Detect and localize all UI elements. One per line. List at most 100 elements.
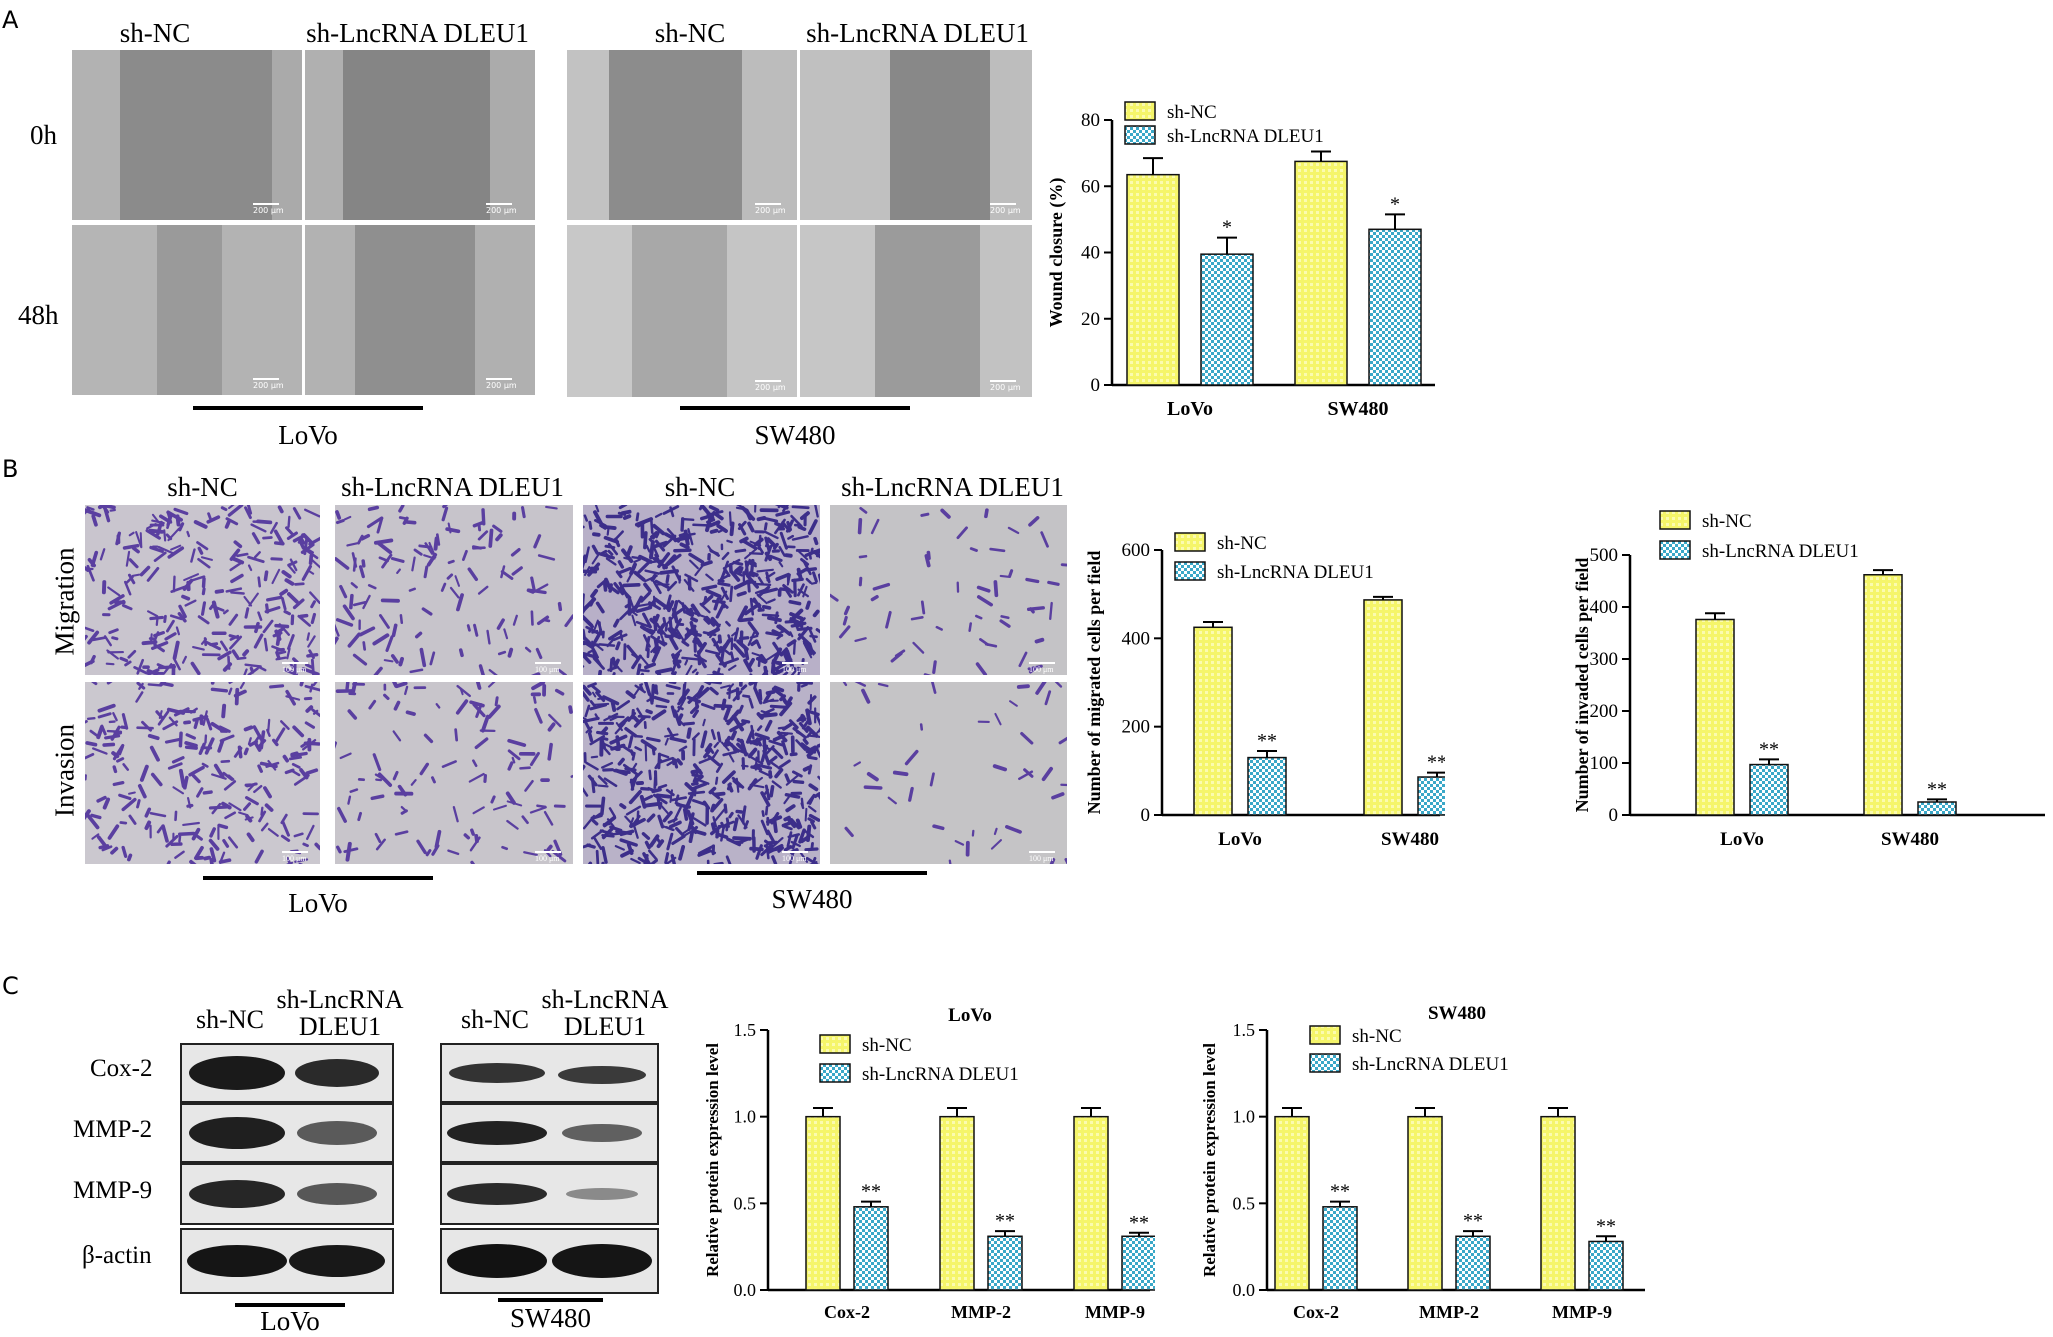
y-tick-label: 0.5 xyxy=(734,1193,757,1213)
bar xyxy=(1323,1207,1357,1290)
significance-marker: ** xyxy=(1759,738,1779,760)
bar xyxy=(1369,229,1421,385)
bar xyxy=(1696,619,1734,815)
a-lovo-group-line xyxy=(193,406,423,410)
legend-swatch xyxy=(1660,511,1690,529)
legend-swatch xyxy=(1310,1026,1340,1044)
c-sw480-group-label: SW480 xyxy=(498,1303,603,1334)
c-lovo-header-shdleu1-line2: DLEU1 xyxy=(270,1012,410,1042)
svg-text:100 μm: 100 μm xyxy=(1029,665,1054,674)
c-sw480-header-shdleu1-line2: DLEU1 xyxy=(535,1012,675,1042)
category-label: LoVo xyxy=(1720,829,1764,850)
panel-c-letter: C xyxy=(2,972,19,1000)
category-label: SW480 xyxy=(1881,829,1939,850)
scale-bar xyxy=(486,378,512,380)
y-tick-label: 40 xyxy=(1081,243,1100,264)
transwell-image-sw480-shnc-migration: 100 μm xyxy=(583,505,820,675)
bar xyxy=(1589,1241,1623,1290)
wound-image-lovo-shdleu1-0h xyxy=(305,50,535,220)
category-label: MMP-2 xyxy=(1419,1302,1479,1322)
y-tick-label: 300 xyxy=(1590,649,1619,670)
c-lovo-header-shdleu1-line1: sh-LncRNA xyxy=(270,985,410,1015)
blot-label-bactin: β-actin xyxy=(82,1242,152,1270)
scale-bar xyxy=(486,203,512,205)
y-axis-label: Number of invaded cells per field xyxy=(1572,558,1592,813)
y-tick-label: 0.0 xyxy=(1233,1280,1256,1300)
a-lovo-header-shnc: sh-NC xyxy=(70,18,240,49)
y-tick-label: 100 xyxy=(1590,753,1619,774)
svg-text:100 μm: 100 μm xyxy=(282,665,307,674)
blot-lovo-mmp2 xyxy=(180,1103,394,1163)
y-tick-label: 1.5 xyxy=(1233,1020,1256,1040)
bar xyxy=(1074,1117,1108,1290)
bar xyxy=(1295,161,1347,385)
y-tick-label: 1.5 xyxy=(734,1020,757,1040)
category-label: MMP-9 xyxy=(1085,1302,1145,1322)
category-label: LoVo xyxy=(1167,398,1213,420)
y-tick-label: 60 xyxy=(1081,176,1100,197)
y-tick-label: 1.0 xyxy=(734,1107,757,1127)
a-sw480-group-label: SW480 xyxy=(680,420,910,451)
scale-label: 200 μm xyxy=(990,383,1021,392)
a-sw480-header-shnc: sh-NC xyxy=(605,18,775,49)
a-sw480-group-line xyxy=(680,406,910,410)
bar xyxy=(1408,1117,1442,1290)
panel-b-letter: B xyxy=(2,455,18,483)
svg-text:100 μm: 100 μm xyxy=(535,665,560,674)
b-row-invasion: Invasion xyxy=(50,721,81,821)
chart-title: LoVo xyxy=(948,1005,992,1026)
wound-image-lovo-shnc-0h xyxy=(72,50,302,220)
significance-marker: ** xyxy=(1330,1181,1350,1203)
transwell-image-sw480-shdleu1-migration: 100 μm xyxy=(830,505,1067,675)
wound-image-sw480-shdleu1-0h xyxy=(800,50,1032,220)
c-sw480-header-shdleu1-line1: sh-LncRNA xyxy=(535,985,675,1015)
bar xyxy=(1864,575,1902,815)
y-tick-label: 0 xyxy=(1141,805,1151,826)
y-axis-label: Number of migrated cells per field xyxy=(1085,551,1104,815)
y-tick-label: 20 xyxy=(1081,309,1100,330)
legend-swatch xyxy=(1660,541,1690,559)
significance-marker: ** xyxy=(1596,1215,1616,1237)
transwell-image-sw480-shnc-invasion: 100 μm xyxy=(583,682,820,864)
bar xyxy=(854,1207,888,1290)
category-label: MMP-2 xyxy=(951,1302,1011,1322)
y-tick-label: 200 xyxy=(1122,717,1151,738)
b-lovo-group-line xyxy=(203,876,433,880)
bar xyxy=(1456,1236,1490,1290)
category-label: Cox-2 xyxy=(824,1302,870,1322)
blot-label-mmp9: MMP-9 xyxy=(73,1177,152,1205)
legend-label: sh-LncRNA DLEU1 xyxy=(1702,541,1859,562)
scale-bar xyxy=(990,203,1016,205)
chart-title: SW480 xyxy=(1428,1003,1486,1024)
legend-label: sh-NC xyxy=(1167,102,1217,123)
b-lovo-group-label: LoVo xyxy=(203,888,433,919)
b-header-lovo-shnc: sh-NC xyxy=(85,472,320,503)
scale-bar xyxy=(253,378,279,380)
y-tick-label: 400 xyxy=(1590,597,1619,618)
transwell-image-lovo-shnc-invasion: 100 μm xyxy=(85,682,320,864)
bar xyxy=(1918,802,1956,815)
significance-marker: ** xyxy=(1463,1210,1483,1232)
category-label: Cox-2 xyxy=(1293,1302,1339,1322)
scale-bar xyxy=(253,203,279,205)
c-sw480-header-shnc: sh-NC xyxy=(450,1005,540,1035)
bar xyxy=(1418,777,1445,815)
scale-label: 200 μm xyxy=(755,383,786,392)
category-label: MMP-9 xyxy=(1552,1302,1612,1322)
category-label: SW480 xyxy=(1381,829,1439,850)
legend-swatch xyxy=(820,1035,850,1053)
blot-sw480-cox2 xyxy=(440,1043,659,1103)
blot-label-mmp2: MMP-2 xyxy=(73,1116,152,1144)
legend-label: sh-LncRNA DLEU1 xyxy=(1352,1054,1509,1075)
significance-marker: ** xyxy=(995,1210,1015,1232)
scale-label: 200 μm xyxy=(253,381,284,390)
a-lovo-header-shdleu1: sh-LncRNA DLEU1 xyxy=(300,18,535,49)
legend-label: sh-LncRNA DLEU1 xyxy=(862,1064,1019,1085)
blot-sw480-mmp9 xyxy=(440,1163,659,1225)
c-sw480-group-line xyxy=(498,1298,603,1302)
wound-image-lovo-shdleu1-48h xyxy=(305,225,535,395)
bar xyxy=(1750,765,1788,815)
significance-marker: * xyxy=(1390,193,1400,215)
